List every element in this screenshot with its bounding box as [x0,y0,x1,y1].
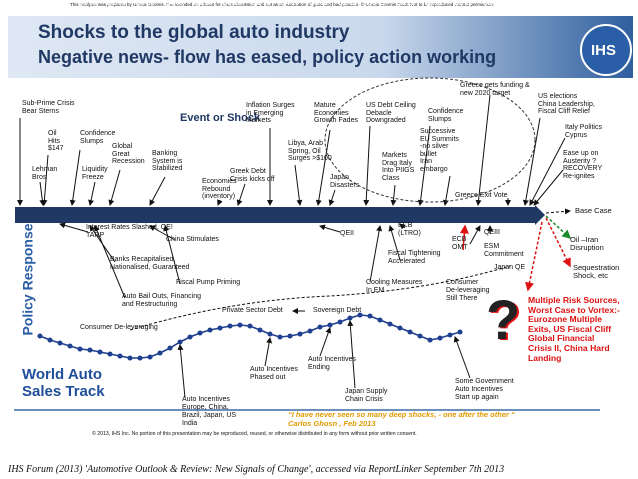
policy-text: Auto Bail Outs, Financing and Restructur… [122,293,201,308]
quarter-label: Q4 12 [511,0,531,7]
question-mark: ? [486,288,521,351]
event-text: Sub-Prime Crisis Bear Sterns [22,100,75,115]
sales-text: Auto Incentives Ending [308,356,356,371]
quarter-label: Q4 10 [280,0,300,7]
event-label: Event or Shock [180,112,261,124]
citation: IHS Forum (2013) 'Automotive Outlook & R… [8,464,505,475]
policy-text: Private Sector Debt [222,307,283,314]
quarter-label: Q2 10 [222,0,242,7]
scenario-arrow [545,208,571,215]
policy-text: Fiscal Pump Priming [176,279,241,286]
quote: “I have never seen so many deep shocks, … [288,410,515,428]
event-arrows [17,94,566,206]
copyright: © 2013, IHS Inc. No portion of this pres… [92,431,417,437]
policy-text: China Stimulates [166,236,219,243]
policy-text: Consumer De-leveraging [80,324,158,331]
policy-text: Fiscal Tightening Accelerated [388,250,441,265]
risk-text: Multiple Risk Sources, Worst Case to Vor… [528,295,620,363]
quarter-label: Q3 08 [19,0,40,7]
event-text: Lehman Bros [32,166,58,181]
policy-text: QEII [340,230,355,237]
event-text: US elections China Leadership, Fiscal Cl… [538,93,595,116]
quarter-label: Q1 09 [77,0,97,7]
quarter-label: Q2 11 [338,0,357,7]
event-text: Oil Hits $147 [48,130,64,153]
event-text: Greece gets funding & new 2020 target [460,82,530,97]
policy-text: Banks Recapitalised, Nationalised, Guara… [110,256,190,271]
quarter-label: Q3 11 [366,0,386,7]
event-text: US Debt Ceiling Debacle Downgraded [366,102,416,125]
event-text: Greek Debt Crisis kicks off [230,168,275,183]
policy-text: ECB (LTRO) [398,222,421,237]
sales-text: Auto Incentives Europe, China, Brazil, J… [182,396,237,427]
event-text: Mature Economies Growth Fades [314,102,358,125]
quarter-label: Q3 12 [482,0,502,7]
logo-text: IHS [591,42,617,59]
scenario-arrow [545,215,572,240]
sales-arrows [177,320,471,399]
sales-text: Auto Incentives Phased out [250,366,298,381]
event-text: Banking System is Stabilized [152,150,183,173]
policy-text: Consumer De-leveraging Still There [446,279,490,302]
policy-label: Policy Response [19,223,36,336]
timeline-arrow [535,205,545,225]
disclaimer: This analysis was prepared by Urania Gno… [70,2,494,7]
event-text: Global Great Recession [112,143,145,166]
scenario-label: Base Case [575,206,612,215]
event-text: Economies Rebound (inventory) [202,178,237,201]
subtitle: Negative news- flow has eased, policy ac… [38,47,497,67]
sales-text: Some Government Auto Incentives Start up… [455,378,514,401]
event-text: Libya, Arab Spring, Oil Surges >$100 [288,140,332,163]
policy-text: ESM Commitment [484,243,524,258]
event-text: Confidence Slumps [428,108,464,123]
dashed-ellipse [324,77,536,203]
timeline-bar [15,207,535,223]
sales-track-line [37,312,463,361]
event-text: Inflation Surges in Emerging Markets [246,102,295,125]
quarter-label: Q1 12 [424,0,444,7]
scenario-arrow [545,217,571,268]
sales-text: Japan Supply Chain Crisis [345,388,388,403]
policy-text: Interest Rates Slashed, QE! TARP [86,224,173,239]
event-text: Italy Politics Cyprus [565,124,602,139]
quarter-label: Q2 09 [106,0,126,7]
policy-text: ECB OMT [452,236,468,251]
policy-arrows [59,222,493,314]
event-text: Successive EU Summits -no silver bullet … [420,128,459,173]
title: Shocks to the global auto industry [38,22,350,43]
event-text: Confidence Slumps [80,130,116,145]
policy-text: Cooling Measures In EM [366,279,423,294]
omt-arrow [459,224,469,251]
event-text: Japan Disasters [330,174,360,189]
quarter-label: Q4 11 [395,0,415,7]
policy-text: Japan QE [494,264,526,271]
policy-text: Sovereign Debt [313,307,362,314]
quarter-label: Q4 08 [48,0,68,7]
scenario-label: Sequestration Shock, etc [573,263,620,280]
event-text: Greece Exit Vote [455,192,508,199]
event-text: Ease up on Austerity ? RECOVERY Re-ignit… [563,150,603,180]
event-text: Liquidity Freeze [82,166,108,181]
quarter-label: Q1 11 [309,0,328,7]
header-band [8,16,633,78]
quarter-label: Q3 10 [251,0,271,7]
quarter-label: Q3 09 [135,0,155,7]
logo-circle [580,24,632,76]
scenario-label: Oil –Iran Disruption [570,235,604,252]
sales-label: World Auto Sales Track [22,366,105,400]
policy-text: QEIII [484,229,500,236]
event-text: Markets Drag Italy Into PIIGS Class [382,152,415,182]
quarter-label: Q1 10 [193,0,213,7]
risk-arrow [525,221,543,292]
quarter-label: Q2 12 [453,0,473,7]
quarter-label: Q4 09 [164,0,184,7]
